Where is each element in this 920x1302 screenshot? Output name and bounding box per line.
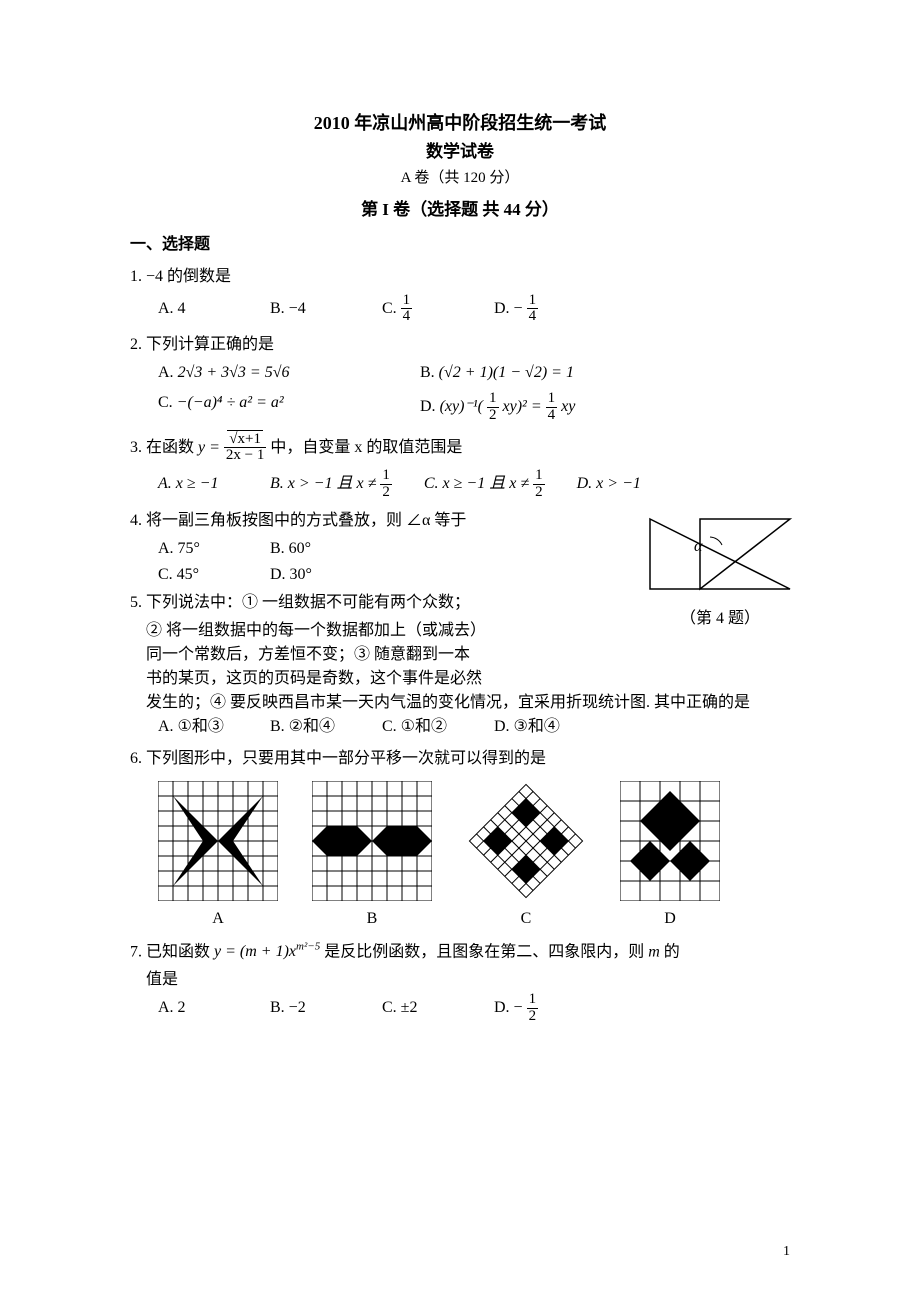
q3-b-prefix: B. x > −1 且 x ≠ (270, 475, 380, 492)
q2-opt-c: C. −(−a)⁴ ÷ a² = a² (158, 391, 388, 424)
q2-d-math-1: (xy)⁻¹( (440, 398, 483, 415)
q6-fig-a (158, 781, 278, 901)
q3-a-math: A. x ≥ −1 (158, 475, 218, 492)
q2-opt-a: A. 2√3 + 3√3 = 5√6 (158, 361, 388, 385)
q7-opt-c: C. ±2 (382, 996, 462, 1020)
q2-d-math-2: xy)² = (503, 398, 546, 415)
q3-opt-b: B. x > −1 且 x ≠ 12 (270, 468, 392, 501)
q1-opt-c: C. 14 (382, 293, 462, 326)
paper-info: A 卷（共 120 分） (130, 167, 790, 190)
q1-opt-d: D. − 14 (494, 293, 574, 326)
q4-opt-d: D. 30° (270, 563, 350, 587)
q6-fig-b (312, 781, 432, 901)
q5-line1: 5. 下列说法中：① 一组数据不可能有两个众数； (130, 591, 610, 615)
q7-options: A. 2 B. −2 C. ±2 D. − 12 (158, 992, 790, 1025)
q3-options: A. x ≥ −1 B. x > −1 且 x ≠ 12 C. x ≥ −1 且… (158, 468, 790, 501)
q1-options: A. 4 B. −4 C. 14 D. − 14 (158, 293, 790, 326)
q7-line2: 值是 (146, 968, 790, 992)
q6-figures (158, 781, 790, 901)
q7-d-frac: 12 (527, 992, 539, 1025)
q6-fig-c (466, 781, 586, 901)
q2-c-prefix: C. (158, 394, 177, 411)
q7-stem-prefix: 7. 已知函数 (130, 943, 214, 960)
q3-opt-d: D. x > −1 (577, 472, 657, 496)
q2-options: A. 2√3 + 3√3 = 5√6 B. (√2 + 1)(1 − √2) =… (158, 361, 790, 424)
q3-stem-suffix: 中，自变量 x 的取值范围是 (270, 438, 462, 455)
q7-d-prefix: D. − (494, 999, 523, 1016)
q5-line2: ② 将一组数据中的每一个数据都加上（或减去） (146, 619, 610, 643)
q2-b-math: (√2 + 1)(1 − √2) = 1 (439, 364, 574, 381)
q1-c-frac: 14 (401, 293, 413, 326)
q3-b-frac: 12 (380, 468, 392, 501)
part-title: 第 I 卷（选择题 共 44 分） (130, 197, 790, 223)
q7-mvar: m (648, 943, 660, 960)
q3-opt-a: A. x ≥ −1 (158, 472, 238, 496)
q1-d-frac: 14 (527, 293, 539, 326)
q2-stem: 2. 下列计算正确的是 (130, 333, 790, 357)
q2-opt-b: B. (√2 + 1)(1 − √2) = 1 (420, 361, 574, 385)
q2-opt-d: D. (xy)⁻¹( 12 xy)² = 14 xy (420, 391, 575, 424)
q1-c-prefix: C. (382, 299, 401, 316)
q5-opt-a: A. ①和③ (158, 715, 238, 739)
q5-opt-b: B. ②和④ (270, 715, 350, 739)
q2-a-math: 2√3 + 3√3 = 5√6 (178, 364, 290, 381)
q7-func-exp: m²−5 (296, 941, 320, 953)
exam-subject: 数学试卷 (130, 139, 790, 165)
q1-d-prefix: D. − (494, 299, 523, 316)
q5-line3: 同一个常数后，方差恒不变；③ 随意翻到一本 (146, 643, 610, 667)
q2-d-frac2: 14 (546, 391, 558, 424)
q5-opt-c: C. ①和② (382, 715, 462, 739)
q2-a-prefix: A. (158, 364, 178, 381)
q5-options: A. ①和③ B. ②和④ C. ①和② D. ③和④ (158, 715, 790, 739)
q2-d-prefix: D. (420, 398, 440, 415)
q6-lbl-c: C (466, 907, 586, 931)
q5-opt-d: D. ③和④ (494, 715, 574, 739)
q4-figure: α （第 4 题） (640, 509, 800, 631)
q6-stem: 6. 下列图形中，只要用其中一部分平移一次就可以得到的是 (130, 747, 790, 771)
q7-opt-d: D. − 12 (494, 992, 574, 1025)
section-heading: 一、选择题 (130, 233, 790, 257)
q3-c-prefix: C. x ≥ −1 且 x ≠ (424, 475, 533, 492)
q3-stem-prefix: 3. 在函数 (130, 438, 198, 455)
q4-opt-c: C. 45° (158, 563, 238, 587)
q6-lbl-b: B (312, 907, 432, 931)
q7-opt-a: A. 2 (158, 996, 238, 1020)
q3-c-frac: 12 (533, 468, 545, 501)
q7-func: y = (m + 1)xm²−5 (214, 943, 324, 960)
q4-opt-a: A. 75° (158, 537, 238, 561)
q3-func-frac: √x+1 2x − 1 (224, 432, 266, 465)
page-number: 1 (783, 1241, 790, 1262)
q1-stem: 1. −4 的倒数是 (130, 265, 790, 289)
q2-b-prefix: B. (420, 364, 439, 381)
q4-fig-caption: （第 4 题） (640, 607, 800, 631)
alpha-label: α (694, 538, 703, 555)
q1-opt-b: B. −4 (270, 297, 350, 321)
q6-fig-d (620, 781, 720, 901)
q7-opt-b: B. −2 (270, 996, 350, 1020)
q2-d-math-3: xy (561, 398, 575, 415)
q6-lbl-a: A (158, 907, 278, 931)
q3-d-math: D. x > −1 (577, 475, 641, 492)
q2-c-math: −(−a)⁴ ÷ a² = a² (177, 394, 284, 411)
q6-labels: A B C D (158, 907, 790, 931)
exam-title: 2010 年凉山州高中阶段招生统一考试 (130, 110, 790, 137)
q7-stem-mid: 是反比例函数，且图象在第二、四象限内，则 (324, 943, 648, 960)
q7-stem: 7. 已知函数 y = (m + 1)xm²−5 是反比例函数，且图象在第二、四… (130, 939, 790, 964)
q5-line4: 书的某页，这页的页码是奇数，这个事件是必然 (146, 667, 610, 691)
q6-lbl-d: D (620, 907, 720, 931)
q5-line5: 发生的；④ 要反映西昌市某一天内气温的变化情况，宜采用折现统计图. 其中正确的是 (146, 691, 790, 715)
q3-stem: 3. 在函数 y = √x+1 2x − 1 中，自变量 x 的取值范围是 (130, 432, 790, 465)
q4-opt-b: B. 60° (270, 537, 350, 561)
q2-d-frac1: 12 (487, 391, 499, 424)
q3-func: y = (198, 438, 224, 455)
q7-stem-suffix: 的 (664, 943, 680, 960)
q7-func-base: y = (m + 1)x (214, 943, 296, 960)
q1-opt-a: A. 4 (158, 297, 238, 321)
q3-opt-c: C. x ≥ −1 且 x ≠ 12 (424, 468, 545, 501)
